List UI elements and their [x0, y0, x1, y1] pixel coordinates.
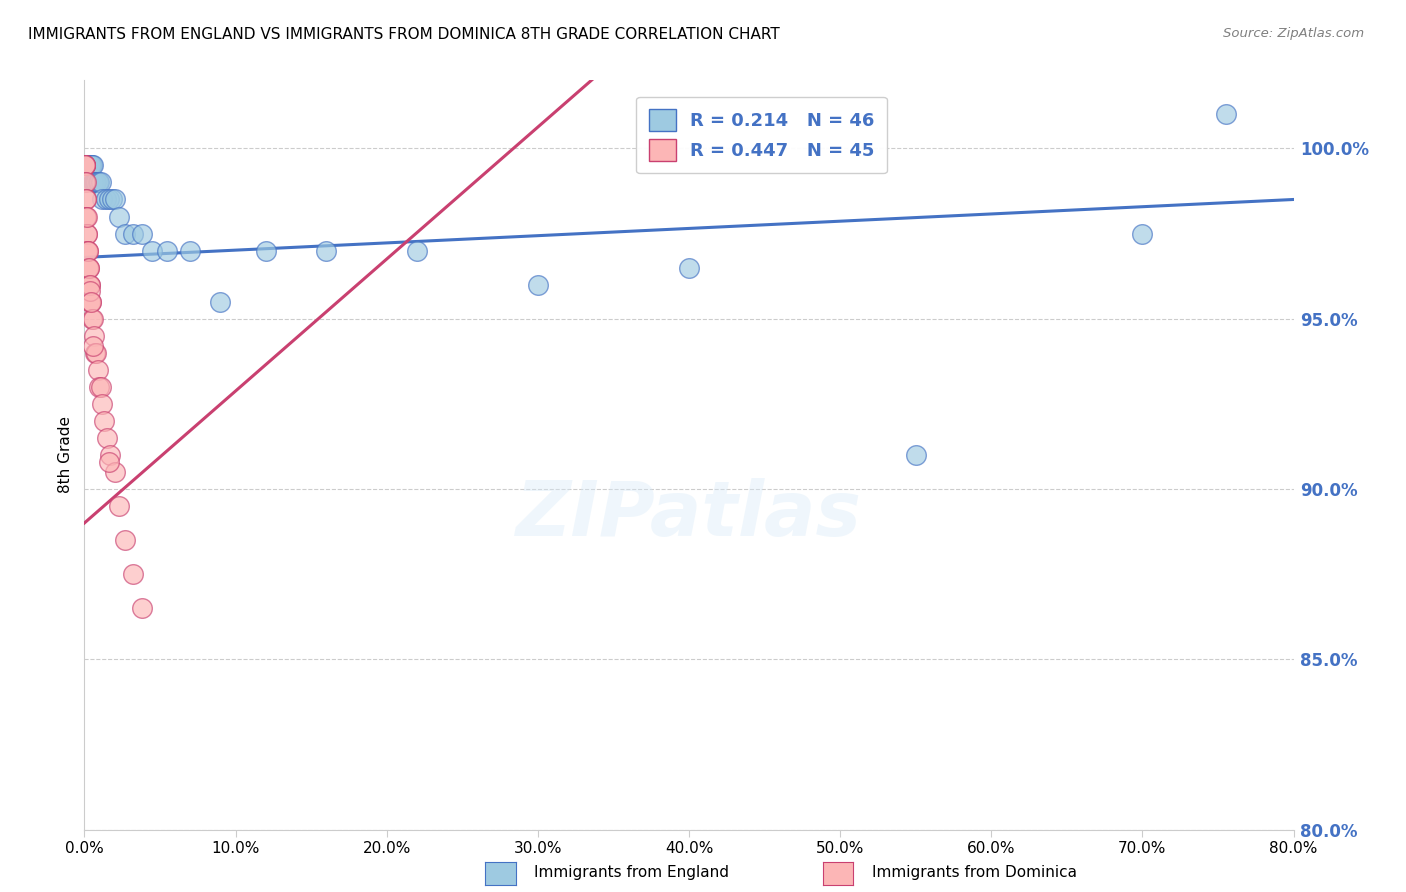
Point: [80, 311, 103, 326]
Point: [114, 227, 136, 241]
Point: [91, 397, 114, 411]
Point: [97, 455, 120, 469]
Point: [75, 158, 97, 172]
Point: [79, 277, 101, 292]
Point: [79, 294, 101, 309]
Text: Immigrants from England: Immigrants from England: [534, 865, 730, 880]
Point: [75, 193, 97, 207]
Point: [98, 448, 121, 462]
Point: [209, 294, 232, 309]
Text: ZIPatlas: ZIPatlas: [516, 478, 862, 552]
Point: [82, 311, 104, 326]
Point: [73, 158, 96, 172]
Point: [89, 176, 111, 190]
Point: [121, 567, 143, 582]
Point: [678, 260, 700, 275]
Point: [406, 244, 429, 258]
Point: [96, 431, 118, 445]
Point: [904, 448, 927, 462]
Point: [75, 176, 97, 190]
Text: IMMIGRANTS FROM ENGLAND VS IMMIGRANTS FROM DOMINICA 8TH GRADE CORRELATION CHART: IMMIGRANTS FROM ENGLAND VS IMMIGRANTS FR…: [28, 27, 780, 42]
Point: [76, 227, 98, 241]
Point: [87, 176, 110, 190]
Point: [75, 158, 97, 172]
Y-axis label: 8th Grade: 8th Grade: [58, 417, 73, 493]
Point: [75, 176, 97, 190]
Point: [1215, 107, 1237, 121]
Point: [86, 345, 108, 359]
Point: [80, 294, 103, 309]
Point: [131, 227, 153, 241]
Point: [79, 158, 101, 172]
Point: [77, 158, 100, 172]
Point: [76, 158, 98, 172]
Point: [79, 158, 101, 172]
Point: [89, 380, 111, 394]
Text: Immigrants from Dominica: Immigrants from Dominica: [872, 865, 1077, 880]
Point: [108, 210, 131, 224]
Point: [83, 176, 105, 190]
Point: [76, 210, 98, 224]
Point: [79, 158, 101, 172]
Point: [76, 244, 98, 258]
Point: [77, 260, 100, 275]
Point: [131, 601, 153, 615]
Point: [80, 294, 103, 309]
Point: [77, 244, 100, 258]
Point: [179, 244, 201, 258]
Point: [82, 158, 104, 172]
Text: Source: ZipAtlas.com: Source: ZipAtlas.com: [1223, 27, 1364, 40]
Point: [104, 193, 127, 207]
Point: [100, 193, 122, 207]
Point: [97, 193, 120, 207]
Point: [75, 158, 97, 172]
Point: [75, 193, 97, 207]
Point: [90, 380, 112, 394]
Point: [77, 260, 100, 275]
Point: [77, 158, 100, 172]
Point: [108, 499, 131, 513]
Point: [80, 158, 103, 172]
Point: [86, 176, 108, 190]
Point: [527, 277, 550, 292]
Point: [77, 277, 100, 292]
Point: [104, 465, 127, 479]
Point: [76, 158, 98, 172]
Point: [79, 158, 101, 172]
Point: [315, 244, 337, 258]
Point: [141, 244, 163, 258]
Point: [76, 158, 98, 172]
Point: [76, 244, 98, 258]
Point: [114, 533, 136, 547]
Point: [91, 193, 114, 207]
Point: [82, 176, 104, 190]
Point: [80, 158, 103, 172]
Point: [87, 363, 110, 377]
Point: [75, 158, 97, 172]
Point: [73, 158, 96, 172]
Point: [1132, 227, 1154, 241]
Point: [75, 158, 97, 172]
Point: [79, 285, 101, 299]
Point: [84, 345, 107, 359]
Point: [77, 158, 100, 172]
Point: [93, 414, 115, 428]
Point: [84, 176, 107, 190]
Point: [75, 210, 97, 224]
Point: [83, 328, 105, 343]
Point: [156, 244, 179, 258]
Point: [82, 339, 104, 353]
Point: [76, 227, 98, 241]
Legend: R = 0.214   N = 46, R = 0.447   N = 45: R = 0.214 N = 46, R = 0.447 N = 45: [636, 97, 887, 173]
Point: [76, 158, 98, 172]
Point: [76, 210, 98, 224]
Point: [90, 176, 112, 190]
Point: [121, 227, 143, 241]
Point: [79, 277, 101, 292]
Point: [254, 244, 277, 258]
Point: [94, 193, 117, 207]
Point: [75, 158, 97, 172]
Point: [77, 260, 100, 275]
